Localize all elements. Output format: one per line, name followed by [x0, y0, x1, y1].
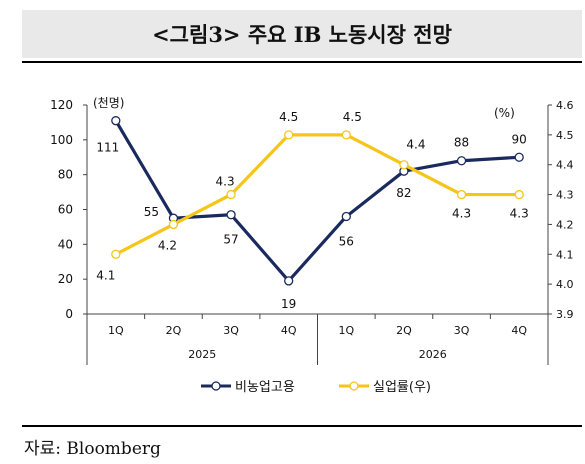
series-line-1 [114, 119, 520, 283]
right-tick-label: 4.4 [556, 159, 574, 172]
source-note: 자료: Bloomberg [24, 439, 161, 459]
x-tick-label: 4Q [511, 324, 527, 337]
data-label: 55 [144, 205, 159, 219]
x-tick-label: 4Q [281, 324, 297, 337]
group-label: 2025 [188, 348, 216, 361]
bottom-rule [22, 425, 582, 427]
series-2-point [284, 130, 294, 140]
data-label: 57 [223, 233, 238, 247]
series-line-2 [115, 133, 520, 256]
data-label: 4.3 [452, 207, 471, 221]
data-label: 88 [454, 136, 469, 150]
left-tick-label: 100 [50, 133, 73, 147]
title-band [22, 10, 582, 58]
series-1-point [456, 156, 467, 166]
right-tick-label: 4.1 [556, 248, 574, 261]
series-1-point [226, 210, 236, 220]
data-label: 4.5 [279, 110, 298, 124]
left-tick-label: 40 [58, 237, 73, 251]
right-tick-label: 4.3 [556, 189, 574, 202]
data-label: 19 [281, 297, 296, 311]
series-1-point [341, 211, 351, 222]
right-tick-label: 3.9 [556, 308, 574, 321]
data-label: 4.5 [343, 110, 362, 124]
series-2-point [456, 189, 467, 200]
x-tick-label: 3Q [454, 324, 470, 337]
left-tick-label: 60 [58, 203, 73, 217]
labels-layer: 111 55 57 19 56 82 88 90 4.1 4.2 4.3 4.5 4.5 4.4 4.3 4.… [96, 110, 528, 311]
data-label: 4.1 [96, 268, 115, 282]
series-2-point [168, 219, 179, 230]
data-label: 4.3 [216, 175, 235, 189]
right-tick-label: 4.5 [556, 129, 574, 142]
series-1-point [284, 276, 294, 286]
x-tick-label: 2Q [396, 324, 412, 337]
series-2-point [226, 189, 236, 200]
data-label: 4.2 [158, 238, 177, 252]
x-tick-label: 3Q [223, 324, 239, 337]
left-axis-unit: (천명) [93, 95, 124, 110]
data-label: 4.4 [406, 138, 425, 152]
data-label: 56 [339, 234, 354, 248]
left-tick-label: 80 [58, 168, 73, 182]
x-tick-label: 1Q [338, 324, 354, 337]
right-axis-unit: (%) [494, 106, 515, 120]
series-2-point [399, 160, 409, 170]
series-1-point [111, 116, 121, 126]
series-layer [111, 116, 524, 286]
left-tick-label: 120 [50, 98, 73, 112]
right-tick-label: 4.0 [556, 278, 574, 291]
data-label: 90 [512, 132, 527, 146]
data-label: 111 [96, 141, 119, 155]
legend-label: 실업률(우) [373, 380, 431, 395]
left-tick-label: 20 [58, 272, 73, 286]
left-tick-label: 0 [65, 307, 73, 321]
series-1-point [514, 152, 524, 162]
series-2-point [111, 249, 121, 259]
chart-title: <그림3> 주요 IB 노동시장 전망 [152, 22, 452, 47]
right-tick-label: 4.6 [556, 99, 574, 112]
series-2-point [514, 189, 524, 200]
axes-layer: 0 20 40 60 80 100 120 3.9 4.0 4.1 4.2 4.3 4.4 4.5 4.6 (… [50, 95, 574, 365]
legend-swatch-marker [211, 381, 221, 391]
group-label: 2026 [419, 348, 447, 361]
legend-label: 비농업고용 [235, 380, 295, 395]
data-label: 82 [396, 186, 411, 200]
series-2-point [341, 130, 351, 140]
data-label: 4.3 [510, 207, 529, 221]
top-rule [22, 61, 582, 63]
legend-swatch-marker [349, 381, 359, 391]
right-tick-label: 4.2 [556, 218, 574, 231]
legend-layer: 비농업고용 실업률(우) [201, 380, 431, 395]
x-tick-label: 1Q [108, 324, 124, 337]
x-tick-label: 2Q [166, 324, 182, 337]
